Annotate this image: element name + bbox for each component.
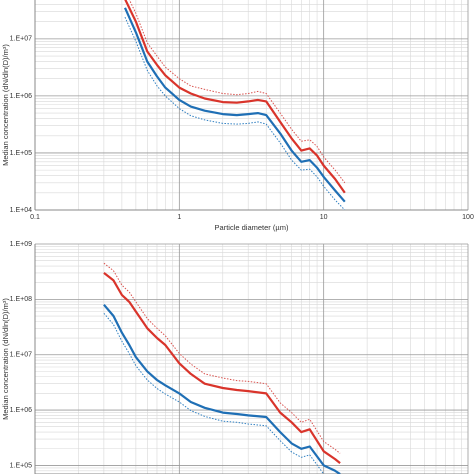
series-line bbox=[124, 0, 346, 194]
y-axis-label: Median concentration (dN/dln(D)/m³) bbox=[1, 44, 10, 166]
y-tick-label: 1.E+08 bbox=[10, 296, 32, 303]
x-tick-label: 1 bbox=[177, 214, 181, 221]
plot-area bbox=[123, 0, 346, 210]
y-tick-label: 1.E+05 bbox=[10, 462, 32, 469]
series-line bbox=[103, 303, 341, 474]
chart-panel: 0.1 1 10 100 1.E+04 1.E+05 1.E+06 1.E+07 Particl… bbox=[1, 0, 474, 232]
y-tick-label: 1.E+06 bbox=[10, 407, 32, 414]
x-tick-label: 10 bbox=[320, 214, 328, 221]
series-line bbox=[103, 272, 341, 464]
y-axis-label: Median concentration (dN/dln(D)/m³) bbox=[1, 298, 10, 420]
series-line bbox=[128, 0, 346, 184]
x-tick-label: 0.1 bbox=[30, 214, 40, 221]
series-line bbox=[124, 16, 346, 210]
y-tick-label: 1.E+09 bbox=[10, 241, 32, 248]
x-axis-label: Particle diameter (µm) bbox=[215, 223, 289, 232]
y-tick-label: 1.E+07 bbox=[10, 36, 32, 43]
y-tick-label: 1.E+04 bbox=[10, 207, 32, 214]
x-tick-label: 100 bbox=[462, 214, 474, 221]
plot-area bbox=[103, 262, 341, 474]
y-tick-label: 1.E+07 bbox=[10, 352, 32, 359]
y-tick-label: 1.E+06 bbox=[10, 93, 32, 100]
series-line bbox=[103, 312, 325, 474]
chart-panel: 1.E+05 1.E+06 1.E+07 1.E+08 1.E+09 Median con… bbox=[1, 241, 469, 474]
y-tick-label: 1.E+05 bbox=[10, 150, 32, 157]
series-line bbox=[123, 7, 346, 203]
series-line bbox=[103, 262, 341, 454]
